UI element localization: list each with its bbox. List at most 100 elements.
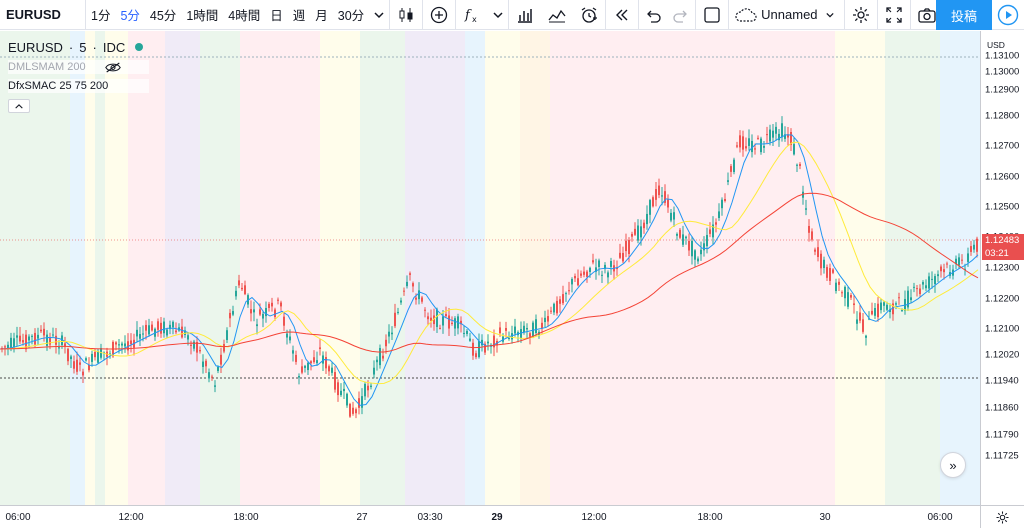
legend-symbol: EURUSD [8, 39, 63, 55]
chart-pane[interactable] [0, 31, 980, 505]
candle-body [31, 335, 33, 337]
candle-body [739, 135, 741, 148]
interval-30m[interactable]: 30分 [337, 9, 365, 23]
double-chevron-right-icon: » [949, 457, 957, 473]
candle-body [718, 211, 720, 219]
candle-body [712, 224, 714, 238]
interval-45m[interactable]: 45分 [149, 9, 177, 23]
candle-body [568, 290, 570, 292]
candle-body [331, 367, 333, 373]
compare-button[interactable] [423, 0, 455, 30]
candle-body [595, 267, 597, 272]
candle-body [376, 359, 378, 363]
candle-body [628, 240, 630, 255]
chart-type-button[interactable] [390, 0, 422, 30]
price-tick: 1.12700 [985, 140, 1020, 152]
symbol-search[interactable]: EURUSD [0, 0, 86, 30]
fullscreen-button[interactable] [878, 0, 910, 30]
candle-body [187, 335, 189, 340]
candle-body [433, 315, 435, 325]
interval-day[interactable]: 日 [270, 9, 283, 23]
time-tick: 18:00 [697, 512, 723, 523]
candle-body [640, 226, 642, 238]
candle-body [160, 322, 162, 334]
replay-button[interactable] [606, 0, 638, 30]
redo-button[interactable] [667, 0, 695, 30]
price-axis[interactable]: USD 1.13100 1.13000 1.12900 1.12800 1.12700 1… [980, 31, 1024, 505]
interval-month[interactable]: 月 [315, 9, 328, 23]
candle-body [736, 145, 738, 147]
session-band [465, 31, 485, 505]
candle-body [226, 330, 228, 340]
candle-body [220, 354, 222, 365]
gear-icon [852, 6, 869, 23]
legend-indicator-dmlsmam[interactable]: DMLSMAM 200 [8, 60, 150, 74]
legend-indicator-dfxsmac[interactable]: DfxSMAC 25 75 200 [8, 79, 150, 93]
settings-button[interactable] [845, 0, 877, 30]
candle-body [388, 331, 390, 337]
interval-4h[interactable]: 4時間 [228, 9, 261, 23]
candle-body [235, 290, 237, 297]
alert-button[interactable] [573, 0, 605, 30]
snapshot-button[interactable] [911, 0, 943, 30]
interval-1h[interactable]: 1時間 [186, 9, 219, 23]
undo-icon [647, 10, 661, 23]
candle-body [43, 328, 45, 336]
candle-body [553, 303, 555, 313]
candle-body [454, 318, 456, 329]
interval-1m[interactable]: 1分 [91, 9, 111, 23]
candle-body [58, 347, 60, 349]
candle-body [241, 287, 243, 290]
legend-collapse-button[interactable] [8, 99, 30, 113]
undo-button[interactable] [639, 0, 667, 30]
candle-body [259, 309, 261, 315]
candle-body [358, 398, 360, 408]
time-axis[interactable]: 06:00 12:00 18:00 27 03:30 29 12:00 18:00 30 06:0… [0, 505, 980, 528]
candle-body [685, 236, 687, 239]
candle-body [412, 283, 414, 287]
interval-5m[interactable]: 5分 [120, 9, 140, 23]
candle-body [67, 348, 69, 362]
candle-body [298, 375, 300, 378]
session-band [240, 31, 320, 505]
interval-dropdown[interactable] [369, 0, 389, 30]
indicators-dropdown[interactable] [488, 0, 508, 30]
candle-body [475, 353, 477, 358]
candle-body [673, 212, 675, 220]
session-band [360, 31, 405, 505]
candle-body [277, 299, 279, 301]
candle-body [409, 273, 411, 275]
candle-body [394, 312, 396, 327]
candle-body [892, 303, 894, 315]
candle-body [208, 372, 210, 379]
eye-hidden-icon[interactable] [104, 61, 122, 74]
scroll-to-realtime-button[interactable]: » [940, 452, 966, 478]
candle-body [631, 233, 633, 237]
candle-body [148, 325, 150, 335]
candle-body [481, 339, 483, 346]
candle-body [169, 324, 171, 330]
financials-button[interactable] [509, 0, 541, 30]
ideas-button[interactable] [541, 0, 573, 30]
candle-body [466, 330, 468, 334]
candle-body [862, 319, 864, 332]
gear-icon [996, 511, 1009, 523]
candle-body [610, 260, 612, 267]
candle-body [694, 250, 696, 260]
chart-settings-corner[interactable] [980, 505, 1024, 528]
save-layout[interactable]: Unnamed [729, 0, 843, 30]
candle-body [340, 390, 342, 396]
cloud-icon [735, 7, 757, 22]
candle-body [427, 316, 429, 320]
candle-body [175, 330, 177, 333]
candle-body [955, 258, 957, 265]
interval-week[interactable]: 週 [292, 9, 306, 23]
publish-button[interactable]: 投稿 [936, 0, 992, 30]
price-chart[interactable] [0, 31, 980, 505]
candle-body [577, 278, 579, 286]
layout-select-button[interactable] [696, 0, 728, 30]
session-band [885, 31, 940, 505]
play-button[interactable] [992, 0, 1024, 30]
candle-body [682, 234, 684, 245]
